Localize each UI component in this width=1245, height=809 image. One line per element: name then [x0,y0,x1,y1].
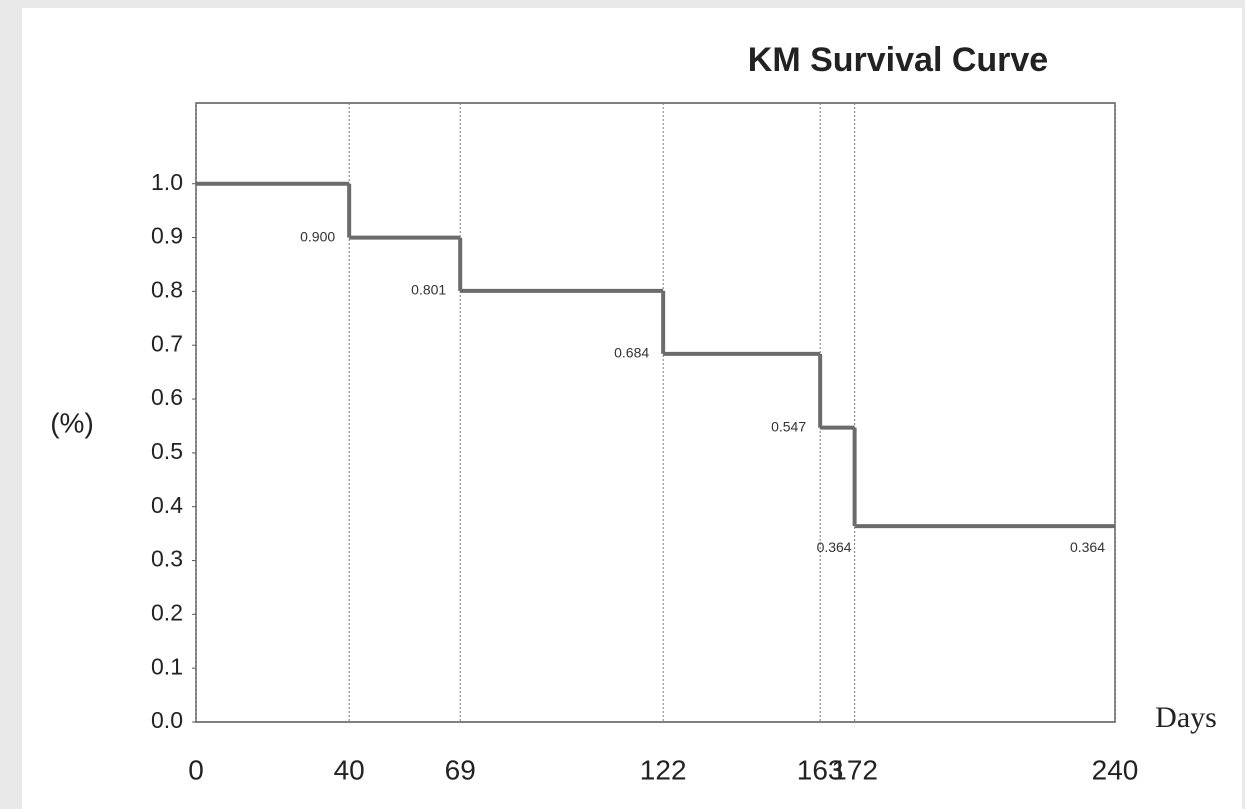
y-axis-label: (%) [50,407,94,438]
value-label: 0.801 [411,282,446,298]
value-label: 0.684 [614,345,649,361]
x-axis-label: Days [1155,701,1217,734]
x-tick-label: 163 [797,754,844,785]
value-label: 0.900 [300,228,335,244]
x-tick-label: 172 [831,754,878,785]
y-tick-label: 0.4 [151,492,183,518]
y-tick-label: 0.6 [151,384,183,410]
x-tick-label: 69 [445,754,476,785]
panel [22,8,1242,809]
y-tick-label: 0.7 [151,330,183,356]
y-tick-label: 1.0 [151,169,183,195]
y-tick-label: 0.8 [151,276,183,302]
value-label: 0.547 [771,418,806,434]
x-tick-label: 40 [334,754,365,785]
y-tick-label: 0.3 [151,546,183,572]
x-tick-label: 122 [640,754,687,785]
x-tick-label: 240 [1092,754,1139,785]
y-tick-label: 0.5 [151,438,183,464]
y-tick-label: 0.1 [151,653,183,679]
y-tick-label: 0.2 [151,599,183,625]
y-tick-label: 0.9 [151,223,183,249]
y-tick-label: 0.0 [151,707,183,733]
value-label: 0.364 [1070,539,1105,555]
chart-title: KM Survival Curve [748,41,1048,79]
value-label: 0.364 [817,539,852,555]
x-tick-label: 0 [188,754,204,785]
